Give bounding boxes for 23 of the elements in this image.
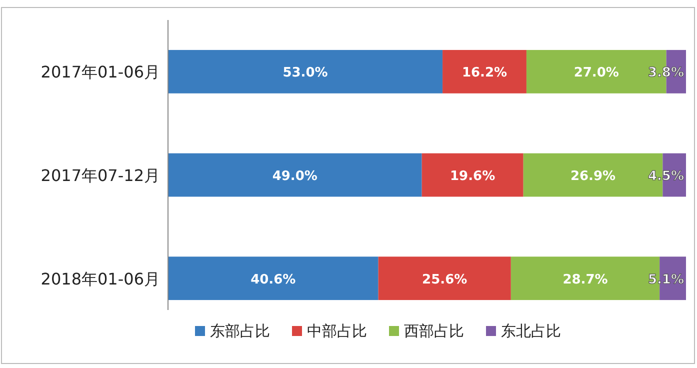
bar: [168, 50, 443, 94]
bar: [442, 50, 526, 94]
data-label: 3.8%: [648, 66, 684, 81]
legend-label: 西部占比: [404, 322, 464, 340]
y-tick-label: 2018年01-06月: [40, 269, 160, 288]
bar: [422, 153, 524, 197]
data-label: 25.6%: [422, 272, 468, 288]
bar: [168, 256, 378, 300]
data-label: 49.0%: [272, 169, 318, 184]
y-tick-label: 2017年01-06月: [40, 62, 160, 82]
data-label: 53.0%: [282, 66, 328, 81]
data-label: 16.2%: [462, 66, 508, 81]
bar: [378, 256, 511, 300]
data-label: 27.0%: [574, 66, 619, 81]
data-label: 28.7%: [562, 272, 608, 288]
data-label: 40.6%: [250, 272, 296, 288]
data-label: 26.9%: [570, 169, 616, 184]
legend-label: 东部占比: [210, 322, 270, 340]
legend-label: 中部占比: [307, 322, 367, 340]
data-label: 19.6%: [450, 169, 496, 184]
y-tick-label: 2017年07-12月: [40, 166, 160, 185]
legend-label: 东北占比: [501, 322, 561, 340]
bar: [168, 153, 422, 197]
